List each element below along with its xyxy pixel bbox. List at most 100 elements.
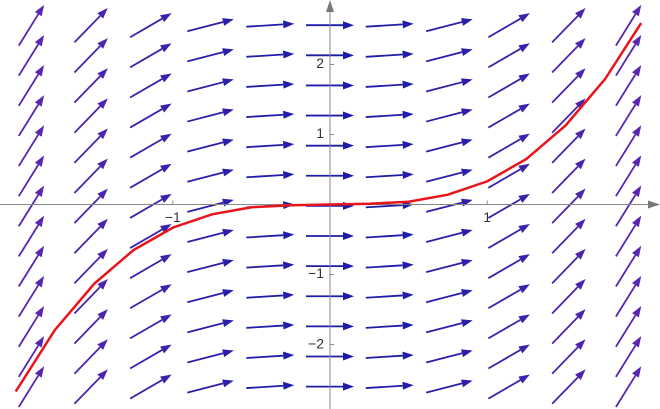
arrow-head bbox=[461, 259, 473, 267]
arrow-shaft bbox=[425, 322, 463, 334]
arrow-head bbox=[34, 245, 45, 258]
arrow-shaft bbox=[129, 228, 163, 249]
arrow bbox=[187, 48, 234, 63]
arrow bbox=[551, 248, 586, 284]
arrow bbox=[425, 349, 473, 364]
arrow-shaft bbox=[187, 111, 224, 123]
arrow-shaft bbox=[425, 81, 463, 93]
arrow bbox=[615, 305, 642, 348]
arrow-shaft bbox=[487, 379, 521, 400]
arrow bbox=[187, 18, 234, 33]
arrow bbox=[187, 108, 234, 123]
arrow-shaft bbox=[365, 113, 403, 118]
arrow-shaft bbox=[487, 138, 521, 159]
arrow-head bbox=[518, 223, 530, 233]
arrow bbox=[615, 125, 642, 167]
arrow bbox=[487, 73, 530, 99]
arrow-head bbox=[34, 34, 45, 47]
arrow bbox=[246, 110, 295, 119]
arrow-head bbox=[160, 43, 172, 53]
arrow-head bbox=[34, 275, 45, 288]
arrow-head bbox=[632, 65, 642, 77]
arrow-shaft bbox=[246, 23, 284, 28]
arrow-shaft bbox=[129, 198, 163, 219]
arrow bbox=[551, 188, 586, 224]
arrow-shaft bbox=[615, 194, 637, 227]
arrow-head bbox=[461, 138, 473, 147]
arrow-shaft bbox=[425, 352, 463, 364]
arrow bbox=[306, 292, 354, 301]
arrow bbox=[129, 314, 172, 340]
arrow-head bbox=[402, 80, 414, 89]
arrow-head bbox=[402, 321, 414, 330]
arrow-head bbox=[518, 374, 530, 384]
arrow-head bbox=[632, 366, 642, 378]
arrow bbox=[487, 284, 530, 310]
arrow bbox=[129, 254, 172, 279]
arrow bbox=[246, 80, 295, 89]
arrow-shaft bbox=[615, 73, 637, 107]
arrow-head bbox=[160, 133, 172, 143]
arrow bbox=[73, 7, 108, 44]
arrow bbox=[425, 18, 473, 33]
arrow bbox=[551, 38, 586, 74]
arrow-shaft bbox=[246, 264, 284, 269]
arrow-shaft bbox=[425, 21, 463, 33]
arrow-head bbox=[575, 68, 586, 79]
arrow bbox=[73, 68, 108, 104]
arrow-head bbox=[343, 111, 354, 120]
arrow-shaft bbox=[187, 51, 224, 63]
arrow-head bbox=[461, 168, 473, 177]
arrow-head bbox=[34, 4, 45, 17]
arrow bbox=[551, 309, 586, 345]
arrow bbox=[17, 185, 45, 227]
arrow-shaft bbox=[615, 43, 637, 77]
arrow-head bbox=[222, 138, 234, 147]
arrow-shaft bbox=[551, 226, 579, 254]
arrow-head bbox=[222, 198, 234, 207]
arrow-shaft bbox=[551, 346, 579, 375]
arrow bbox=[615, 215, 642, 257]
arrow-shaft bbox=[246, 143, 284, 149]
arrow bbox=[187, 379, 234, 394]
arrow bbox=[246, 50, 295, 59]
arrow-head bbox=[461, 319, 473, 327]
arrow-head bbox=[283, 351, 295, 360]
arrow bbox=[129, 43, 172, 69]
arrow-shaft bbox=[487, 78, 521, 99]
arrow bbox=[17, 336, 45, 378]
arrow bbox=[73, 188, 108, 224]
arrow bbox=[425, 168, 473, 183]
arrow-shaft bbox=[17, 43, 40, 77]
arrow bbox=[365, 381, 414, 390]
arrow-shaft bbox=[425, 292, 463, 304]
arrow-shaft bbox=[615, 314, 637, 348]
arrow-head bbox=[222, 259, 234, 267]
arrow-head bbox=[575, 248, 586, 260]
arrow bbox=[73, 38, 108, 74]
arrow-shaft bbox=[73, 316, 101, 345]
arrow-head bbox=[575, 7, 586, 19]
arrow-shaft bbox=[487, 108, 521, 129]
arrow-shaft bbox=[487, 319, 521, 340]
arrow-head bbox=[283, 291, 295, 300]
arrow bbox=[306, 51, 354, 60]
arrow bbox=[615, 65, 642, 107]
arrow-shaft bbox=[365, 264, 403, 269]
arrow-shaft bbox=[365, 354, 403, 359]
arrow-head bbox=[518, 344, 530, 354]
y-axis-arrow bbox=[326, 0, 334, 12]
arrow-head bbox=[461, 349, 473, 358]
arrow-head bbox=[402, 50, 414, 59]
arrow-head bbox=[575, 309, 586, 320]
arrow-head bbox=[461, 18, 473, 26]
arrow-shaft bbox=[73, 45, 101, 74]
arrow-head bbox=[343, 292, 354, 301]
arrow-shaft bbox=[129, 379, 163, 400]
arrow-head bbox=[97, 339, 108, 350]
arrow bbox=[187, 138, 234, 153]
arrow-shaft bbox=[551, 256, 579, 284]
arrow-shaft bbox=[246, 174, 284, 179]
arrow-head bbox=[518, 103, 530, 113]
arrow bbox=[365, 110, 414, 119]
